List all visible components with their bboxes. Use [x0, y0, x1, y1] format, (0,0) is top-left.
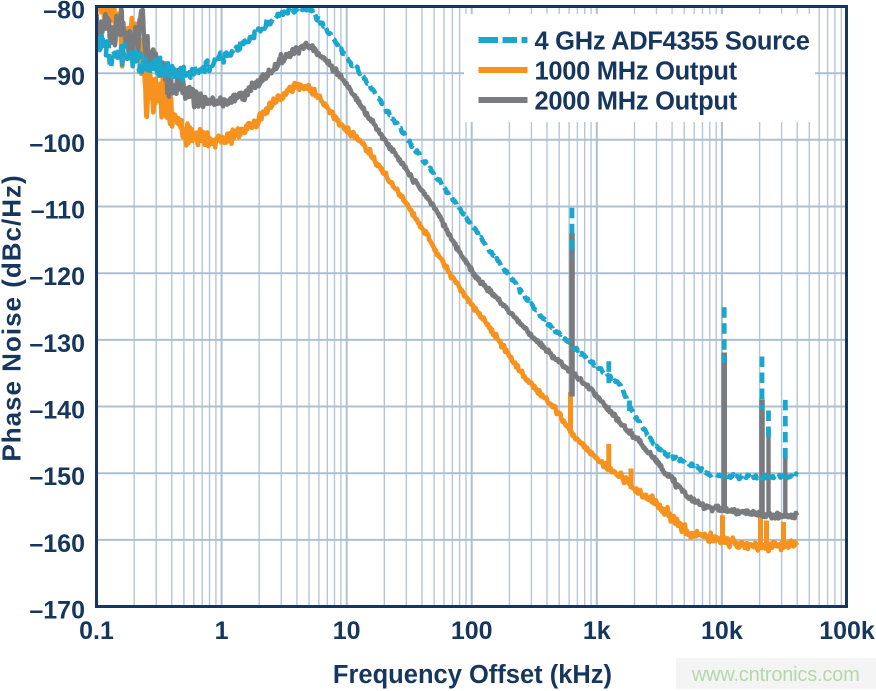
svg-text:–110: –110 [31, 197, 85, 225]
svg-text:www.cntronics.com: www.cntronics.com [691, 664, 860, 686]
svg-text:–170: –170 [29, 597, 85, 625]
svg-text:1000 MHz Output: 1000 MHz Output [535, 58, 738, 86]
svg-text:–150: –150 [29, 463, 85, 491]
svg-text:–100: –100 [29, 130, 85, 158]
svg-text:100: 100 [451, 617, 493, 645]
svg-text:10: 10 [333, 617, 361, 645]
svg-text:1: 1 [215, 617, 229, 645]
svg-text:0.1: 0.1 [79, 617, 114, 645]
svg-text:10k: 10k [701, 617, 743, 645]
svg-text:–80: –80 [43, 0, 85, 25]
svg-text:–90: –90 [43, 63, 85, 91]
svg-text:–140: –140 [29, 397, 85, 425]
svg-text:Frequency Offset (kHz): Frequency Offset (kHz) [333, 661, 612, 689]
svg-text:100k: 100k [819, 617, 875, 645]
svg-text:2000 MHz Output: 2000 MHz Output [535, 88, 738, 116]
svg-text:1k: 1k [583, 617, 611, 645]
svg-text:Phase Noise (dBc/Hz): Phase Noise (dBc/Hz) [0, 174, 27, 461]
svg-text:–130: –130 [29, 330, 85, 358]
svg-text:–120: –120 [29, 263, 85, 291]
svg-text:4 GHz ADF4355 Source: 4 GHz ADF4355 Source [535, 28, 810, 56]
svg-text:–160: –160 [29, 530, 85, 558]
